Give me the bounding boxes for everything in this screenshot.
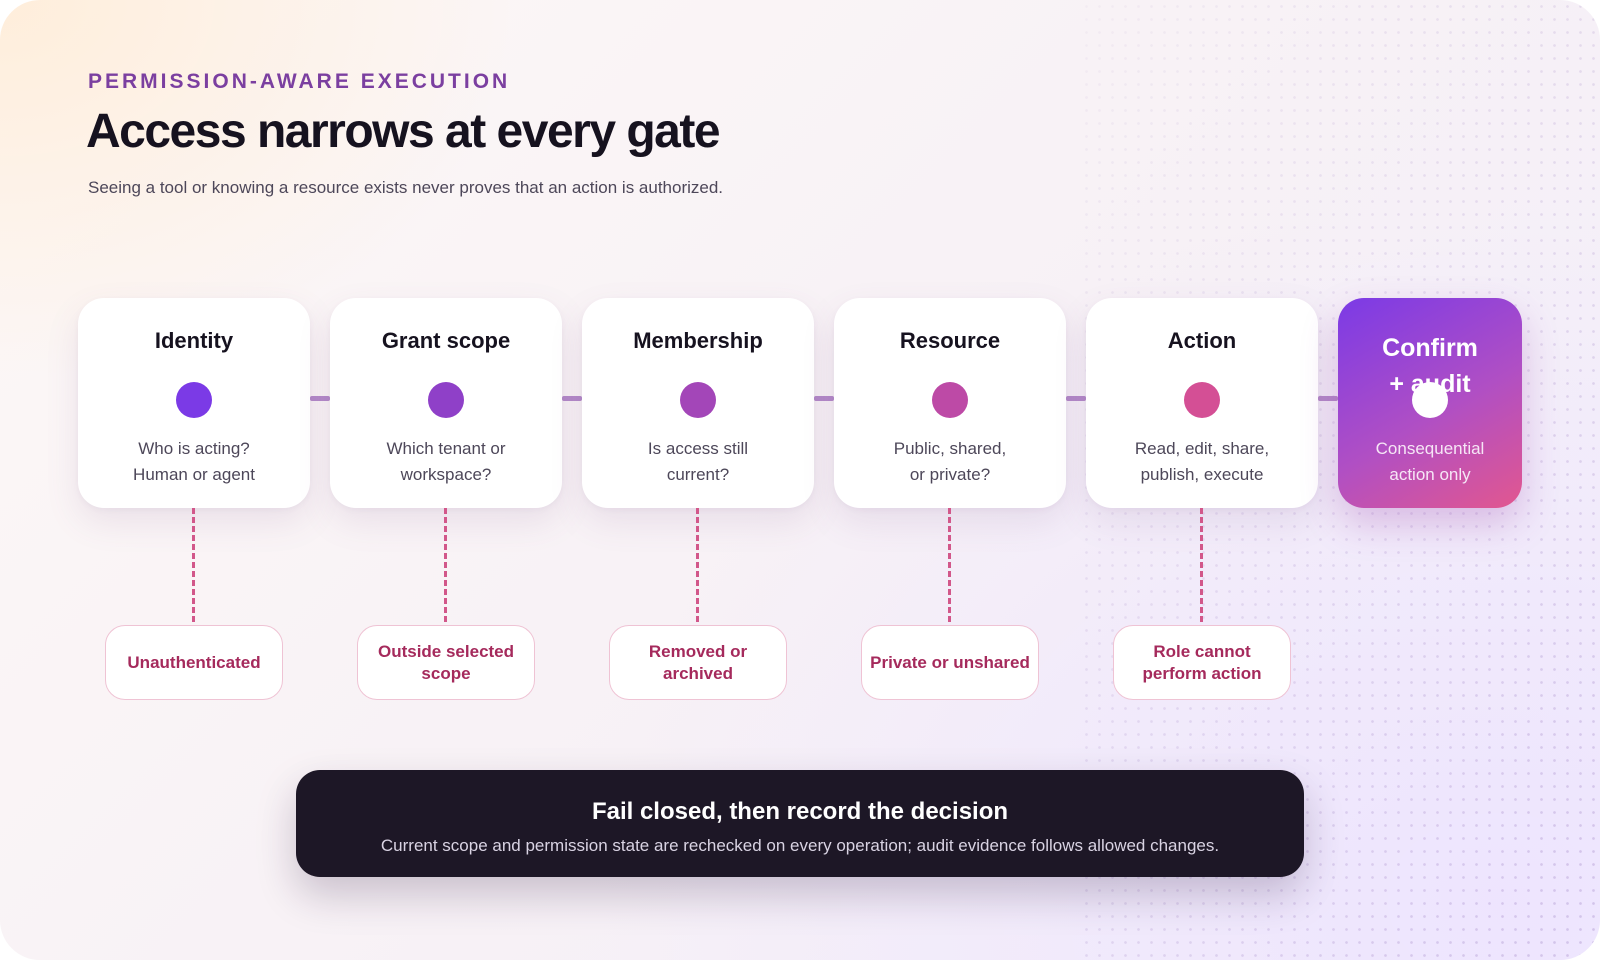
fail-box-removed-archived: Removed or archived — [609, 625, 787, 700]
gate-title: Membership — [633, 328, 763, 353]
gate-description: Who is acting? Human or agent — [133, 439, 255, 484]
gate-status-dot — [428, 382, 464, 418]
gate-card-identity: Identity Who is acting? Human or agent — [78, 298, 310, 508]
gate-card-grant-scope: Grant scope Which tenant or workspace? — [330, 298, 562, 508]
banner-description: Current scope and permission state are r… — [380, 836, 1220, 855]
final-gate-description: Consequential action only — [1375, 439, 1485, 484]
gate-connector — [310, 396, 330, 401]
gate-card-resource: Resource Public, shared, or private? — [834, 298, 1066, 508]
fail-box-role-cannot-perform: Role cannot perform action — [1113, 625, 1291, 700]
banner-title: Fail closed, then record the decision — [591, 798, 1009, 825]
fail-box-unauthenticated: Unauthenticated — [105, 625, 283, 700]
gate-description: Is access still current? — [647, 439, 749, 484]
gate-connector — [814, 396, 834, 401]
fail-connector — [444, 508, 447, 622]
gate-card-confirm-audit: Confirm + audit Consequential action onl… — [1338, 298, 1522, 508]
gate-status-dot — [932, 382, 968, 418]
fail-connector — [696, 508, 699, 622]
gate-status-dot — [176, 382, 212, 418]
page-title: Access narrows at every gate — [86, 105, 721, 158]
fail-connector — [192, 508, 195, 622]
gate-status-dot — [1184, 382, 1220, 418]
gate-description: Read, edit, share, publish, execute — [1134, 439, 1270, 484]
gate-description: Public, shared, or private? — [893, 439, 1007, 484]
fail-box-private-unshared: Private or unshared — [861, 625, 1039, 700]
gate-card-membership: Membership Is access still current? — [582, 298, 814, 508]
gate-title: Action — [1167, 328, 1237, 353]
gate-title: Identity — [154, 328, 234, 353]
fail-box-outside-scope: Outside selected scope — [357, 625, 535, 700]
gate-connector — [1066, 396, 1086, 401]
gate-connector — [562, 396, 582, 401]
gate-title: Grant scope — [381, 328, 511, 353]
gate-title: Resource — [899, 328, 1001, 353]
final-gate-dot — [1412, 382, 1448, 418]
gate-description: Which tenant or workspace? — [386, 439, 506, 484]
page-subtitle: Seeing a tool or knowing a resource exis… — [88, 178, 724, 197]
eyebrow-label: PERMISSION-AWARE EXECUTION — [88, 70, 511, 93]
gate-status-dot — [680, 382, 716, 418]
fail-closed-banner: Fail closed, then record the decision Cu… — [296, 770, 1304, 877]
fail-connector — [1200, 508, 1203, 622]
gate-connector — [1318, 396, 1338, 401]
fail-connector — [948, 508, 951, 622]
gate-card-action: Action Read, edit, share, publish, execu… — [1086, 298, 1318, 508]
final-gate-title: Confirm + audit — [1382, 334, 1478, 398]
